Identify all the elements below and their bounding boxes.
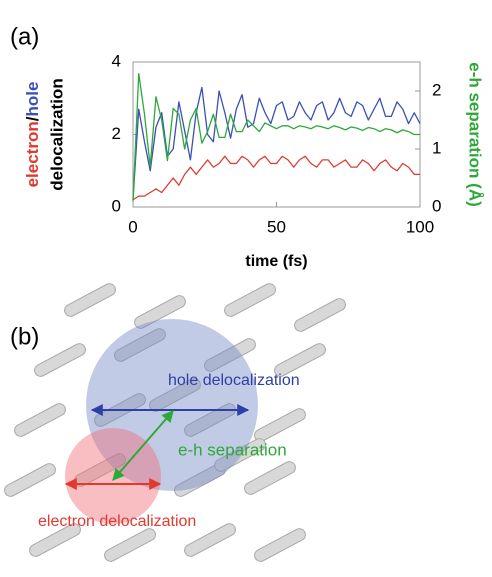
x-tick-label: 50 bbox=[267, 217, 286, 236]
panel-label: (b) bbox=[10, 323, 39, 350]
y2-tick-label: 0 bbox=[432, 196, 441, 215]
molecule bbox=[292, 297, 347, 334]
diagram: hole delocalization e-h separation electro… bbox=[2, 282, 347, 564]
y-axis-label-part: hole bbox=[23, 82, 42, 117]
y-axis-label-part: electron bbox=[23, 121, 42, 187]
molecule bbox=[62, 282, 117, 319]
series-line bbox=[133, 156, 420, 200]
molecule bbox=[252, 407, 307, 444]
y-tick-label: 2 bbox=[112, 124, 121, 143]
panel-label: (a) bbox=[10, 23, 39, 50]
molecule bbox=[32, 342, 87, 379]
y-tick-label: 4 bbox=[112, 51, 121, 70]
x-tick-label: 100 bbox=[406, 217, 434, 236]
molecule bbox=[252, 527, 307, 564]
y-axis-label: electron/hole bbox=[23, 82, 42, 188]
figure: (a) (b) hole delocalization e-h separatio… bbox=[0, 0, 492, 572]
diagram-label: electron delocalization bbox=[38, 513, 196, 530]
molecule bbox=[12, 402, 67, 439]
y-tick-label: 0 bbox=[112, 196, 121, 215]
diagram-label: hole delocalization bbox=[168, 372, 300, 389]
molecule bbox=[222, 282, 277, 319]
x-tick-label: 0 bbox=[128, 217, 137, 236]
y2-axis-label: e-h separation (Å) bbox=[466, 62, 485, 207]
molecule bbox=[102, 527, 157, 564]
diagram-label: e-h separation bbox=[178, 440, 287, 459]
molecule bbox=[242, 460, 297, 497]
y2-tick-label: 1 bbox=[432, 138, 441, 157]
series-line bbox=[133, 87, 420, 199]
y-axis-label: delocalization bbox=[47, 78, 66, 190]
y2-tick-label: 2 bbox=[432, 80, 441, 99]
plot-frame bbox=[133, 62, 420, 207]
x-axis-label: time (fs) bbox=[245, 253, 307, 270]
molecule bbox=[2, 462, 57, 499]
